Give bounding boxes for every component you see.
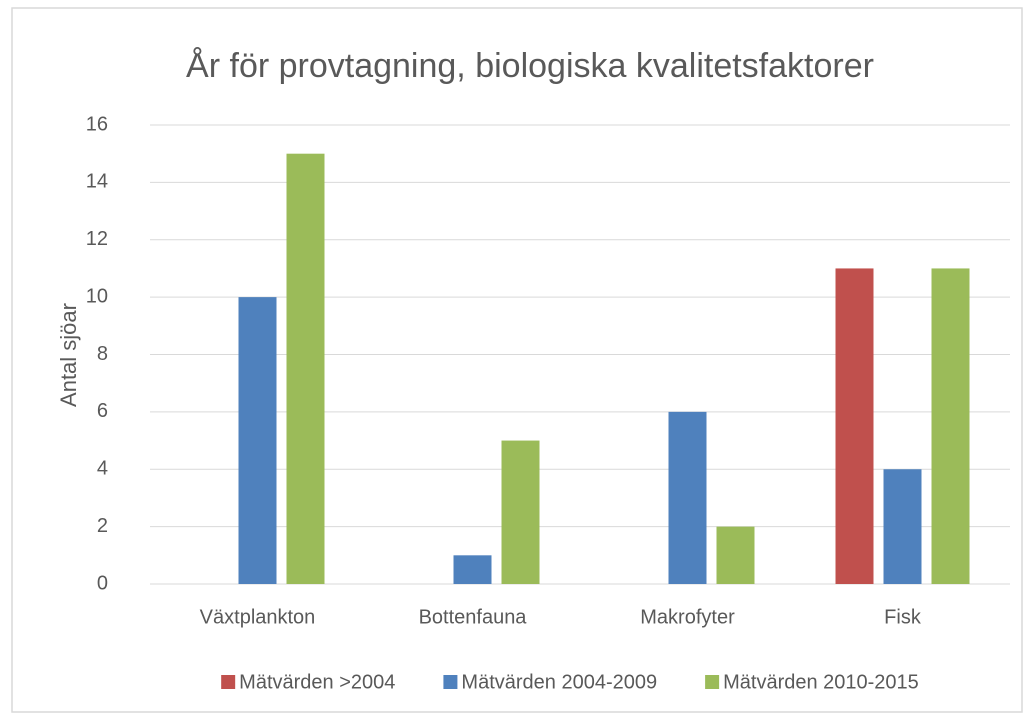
y-tick-label: 16 xyxy=(86,113,108,135)
y-tick-label: 10 xyxy=(86,285,108,307)
legend-swatch xyxy=(705,675,720,689)
y-tick-label: 0 xyxy=(97,572,108,594)
y-tick-label: 12 xyxy=(86,228,108,250)
y-tick-label: 4 xyxy=(97,458,108,480)
y-tick-label: 8 xyxy=(97,343,108,365)
legend-label: Mätvärden >2004 xyxy=(239,671,395,693)
bar xyxy=(716,526,755,584)
x-tick-label: Växtplankton xyxy=(200,606,316,628)
bar xyxy=(453,555,492,584)
legend-label: Mätvärden 2004-2009 xyxy=(461,671,657,693)
y-axis-label: Antal sjöar xyxy=(56,303,81,407)
bar xyxy=(668,411,707,584)
bar xyxy=(835,268,874,584)
chart-title: År för provtagning, biologiska kvalitets… xyxy=(186,47,874,85)
x-tick-label: Fisk xyxy=(884,606,922,628)
y-tick-label: 6 xyxy=(97,400,108,422)
bar xyxy=(883,469,922,584)
legend-label: Mätvärden 2010-2015 xyxy=(723,671,919,693)
y-tick-label: 2 xyxy=(97,515,108,537)
bar xyxy=(501,440,540,584)
x-tick-label: Bottenfauna xyxy=(419,606,528,628)
legend-swatch xyxy=(443,675,458,689)
bar xyxy=(238,297,277,584)
y-tick-label: 14 xyxy=(86,171,108,193)
legend-swatch xyxy=(221,675,236,689)
x-tick-label: Makrofyter xyxy=(640,606,735,628)
bar xyxy=(931,268,970,584)
bar xyxy=(286,153,325,584)
